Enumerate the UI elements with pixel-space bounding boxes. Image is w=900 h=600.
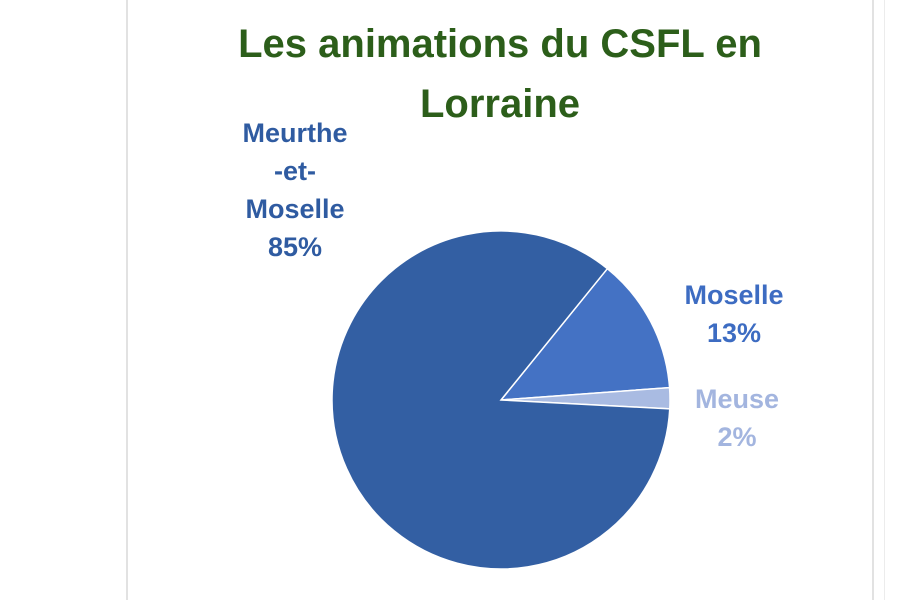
chart-title: Les animations du CSFL en Lorraine: [140, 14, 860, 134]
label-meurthe-et-moselle-line-2: -et-: [274, 156, 316, 186]
pie-slice-meurthe-et-moselle: [331, 230, 671, 570]
label-meuse-percent: 2%: [717, 422, 757, 452]
label-meurthe-et-moselle-line-3: Moselle: [245, 194, 345, 224]
chart-frame-right-border: [872, 0, 874, 600]
label-meurthe-et-moselle-percent: 85%: [267, 232, 323, 262]
label-moselle-percent: 13%: [706, 318, 762, 348]
label-meuse-line-1: Meuse: [694, 384, 780, 414]
label-moselle-line-1: Moselle: [684, 280, 784, 310]
pie-slice-moselle: [499, 267, 671, 401]
label-meurthe-et-moselle: Meurthe -et- Moselle 85%: [215, 114, 375, 266]
label-moselle: Moselle 13%: [664, 276, 804, 352]
label-meuse: Meuse 2%: [672, 380, 802, 456]
chart-frame-left-border: [126, 0, 128, 600]
chart-title-line-2: Lorraine: [419, 82, 581, 126]
chart-frame-right-border-outer: [884, 0, 885, 600]
label-meurthe-et-moselle-line-1: Meurthe: [242, 118, 348, 148]
chart-title-line-1: Les animations du CSFL en: [238, 22, 762, 66]
